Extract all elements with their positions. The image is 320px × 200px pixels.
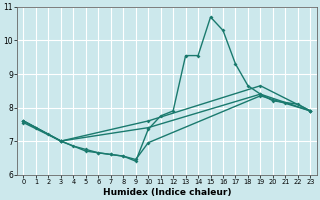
X-axis label: Humidex (Indice chaleur): Humidex (Indice chaleur) <box>103 188 231 197</box>
